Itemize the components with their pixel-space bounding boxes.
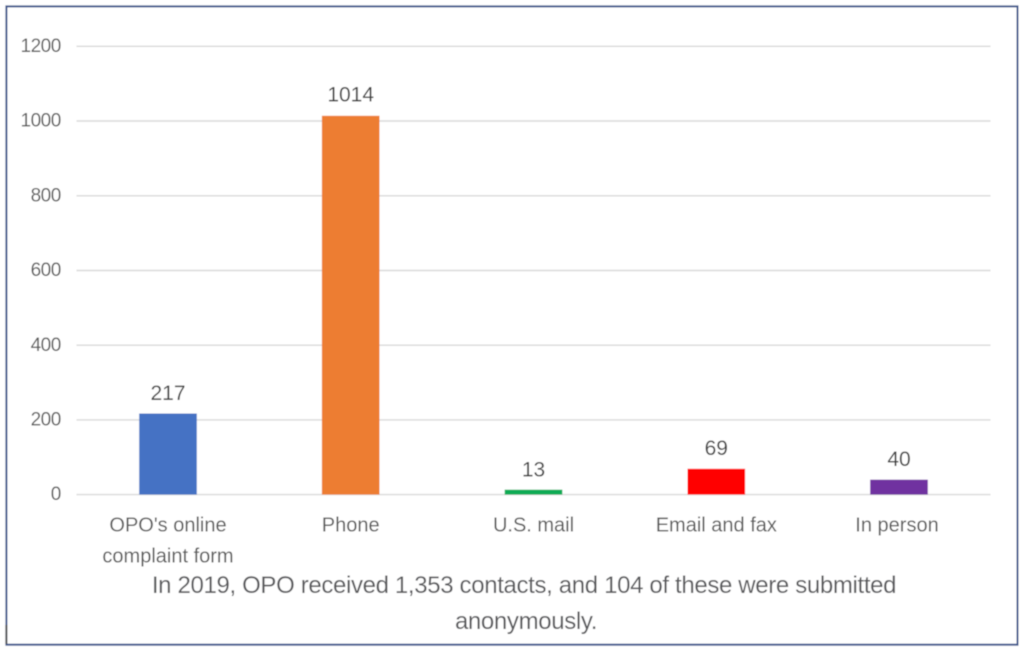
svg-text:In person: In person <box>855 514 938 536</box>
svg-text:1200: 1200 <box>21 36 61 57</box>
svg-text:In 2019, OPO received 1,353 co: In 2019, OPO received 1,353 contacts, an… <box>152 572 896 599</box>
svg-text:U.S. mail: U.S. mail <box>493 514 574 536</box>
svg-text:800: 800 <box>31 185 61 206</box>
svg-text:anonymously.: anonymously. <box>455 608 597 635</box>
svg-text:13: 13 <box>522 459 545 482</box>
svg-text:Email and fax: Email and fax <box>656 514 777 536</box>
svg-text:400: 400 <box>31 335 61 356</box>
svg-text:69: 69 <box>705 437 728 460</box>
svg-text:40: 40 <box>887 448 910 471</box>
svg-text:1014: 1014 <box>327 84 374 107</box>
svg-text:217: 217 <box>150 382 185 405</box>
svg-text:0: 0 <box>51 484 61 505</box>
svg-text:200: 200 <box>31 410 61 431</box>
svg-text:600: 600 <box>31 260 61 281</box>
svg-text:complaint form: complaint form <box>102 545 233 567</box>
svg-text:1000: 1000 <box>21 111 61 132</box>
svg-text:Phone: Phone <box>322 514 380 536</box>
svg-text:OPO's online: OPO's online <box>109 514 226 536</box>
